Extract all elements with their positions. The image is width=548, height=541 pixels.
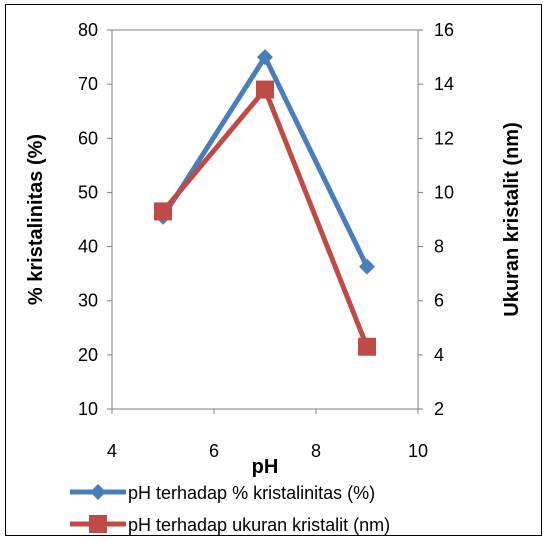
left-y-tick-label: 30	[78, 291, 98, 311]
legend-label-2: pH terhadap ukuran kristalit (nm)	[128, 515, 390, 535]
left-y-tick-label: 70	[78, 74, 98, 94]
x-axis-ticks: 4 6 8 10	[107, 409, 428, 461]
left-y-axis-title: % kristalinitas (%)	[25, 134, 47, 305]
data-point-series-2	[358, 337, 376, 356]
legend-marker-2	[89, 515, 107, 533]
data-point-series-2	[256, 80, 274, 99]
right-y-tick-label: 4	[434, 345, 444, 365]
x-tick-label: 8	[311, 441, 321, 461]
right-y-tick-label: 2	[434, 399, 444, 419]
series-line-2	[161, 87, 370, 348]
right-y-tick-label: 16	[434, 20, 454, 40]
left-y-tick-label: 40	[78, 237, 98, 257]
right-y-axis-title: Ukuran kristalit (nm)	[501, 122, 523, 316]
legend-marker-1	[90, 484, 106, 500]
data-point-series-1	[257, 49, 273, 66]
x-tick-label: 10	[408, 441, 428, 461]
right-y-axis-ticks: 2 4 6 8 10 12 14 16	[418, 20, 454, 419]
series-layer	[154, 49, 376, 356]
left-y-tick-label: 50	[78, 182, 98, 202]
legend-label-1: pH terhadap % kristalinitas (%)	[128, 483, 375, 503]
left-y-tick-label: 80	[78, 20, 98, 40]
right-y-tick-label: 14	[434, 74, 454, 94]
right-y-tick-label: 10	[434, 182, 454, 202]
left-y-tick-label: 10	[78, 399, 98, 419]
x-tick-label: 4	[107, 441, 117, 461]
right-y-tick-label: 6	[434, 291, 444, 311]
right-y-tick-label: 12	[434, 128, 454, 148]
x-axis-title: pH	[252, 456, 279, 478]
left-y-axis-ticks: 10 20 30 40 50 60 70 80	[78, 20, 112, 419]
data-point-series-1	[359, 258, 375, 275]
legend: pH terhadap % kristalinitas (%) pH terhad…	[70, 483, 390, 535]
x-tick-label: 6	[209, 441, 219, 461]
left-y-tick-label: 20	[78, 345, 98, 365]
left-y-tick-label: 60	[78, 128, 98, 148]
data-point-series-2	[154, 202, 172, 221]
right-y-tick-label: 8	[434, 237, 444, 257]
plot-area	[111, 29, 419, 410]
